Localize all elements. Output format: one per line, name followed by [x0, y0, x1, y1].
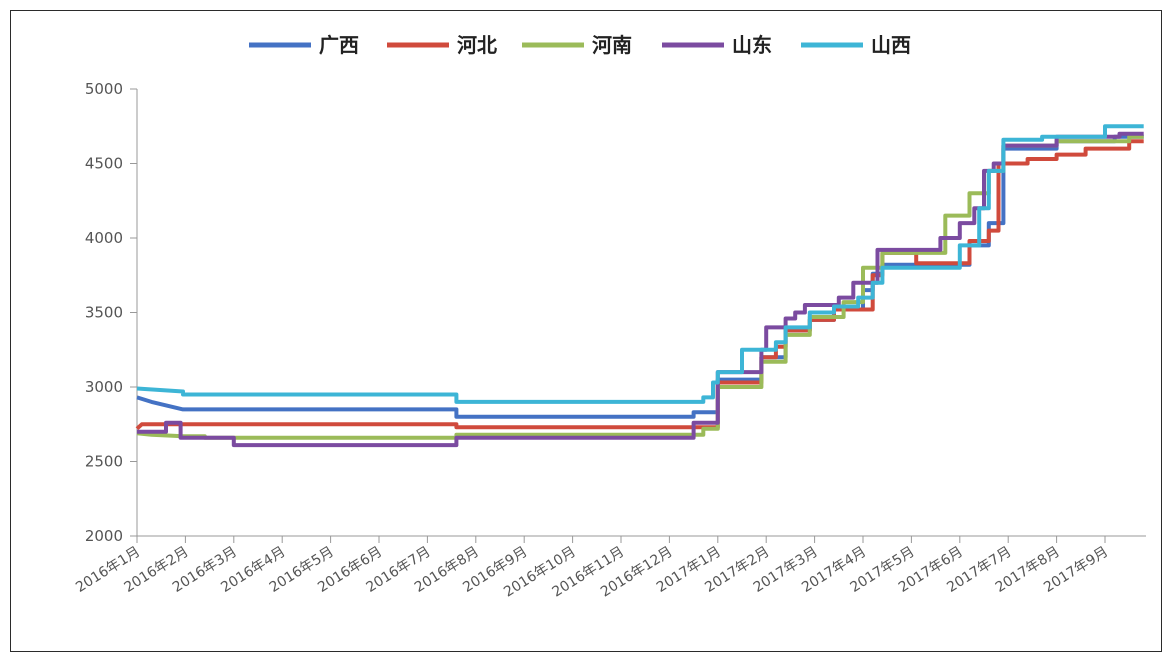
- series-line-4: [137, 131, 1144, 448]
- legend-label: 河南: [592, 33, 632, 57]
- y-tick-label: 4000: [85, 229, 123, 247]
- y-tick-label: 5000: [85, 80, 123, 98]
- legend-label: 山西: [871, 33, 911, 57]
- y-tick-label: 3500: [85, 304, 123, 322]
- y-axis: 2000 2500 3000 3500 4000 4500 5000: [85, 80, 138, 545]
- chart-frame: 广西 河北 河南 山东 山西 2000 2500 3000 3500 4000 4500 5000 …: [10, 10, 1162, 652]
- series-line-2: [135, 139, 1144, 431]
- legend: 广西 河北 河南 山东 山西: [249, 33, 911, 57]
- legend-label: 广西: [319, 33, 359, 57]
- series-line-5: [136, 124, 1144, 404]
- plot-area: [135, 124, 1144, 448]
- x-axis: 2016年1月2016年2月2016年3月2016年4月2016年5月2016年…: [73, 535, 1146, 601]
- legend-label: 山东: [732, 33, 772, 57]
- y-tick-label: 3000: [85, 378, 123, 396]
- y-tick-label: 2500: [85, 453, 123, 471]
- y-tick-label: 4500: [85, 155, 123, 173]
- y-tick-label: 2000: [85, 527, 123, 545]
- line-chart: 广西 河北 河南 山东 山西 2000250030003500400045005000 …: [73, 33, 1146, 601]
- series-line-1: [136, 134, 1144, 419]
- legend-label: 河北: [457, 33, 497, 57]
